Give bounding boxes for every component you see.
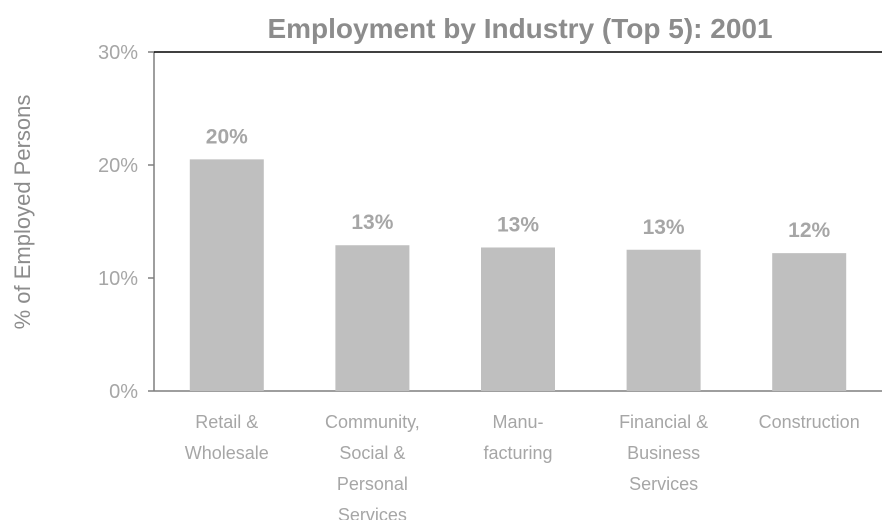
x-tick-label: Financial &	[619, 412, 708, 432]
y-tick-label: 10%	[98, 268, 138, 290]
x-tick-label: Business	[627, 443, 700, 463]
data-label: 13%	[643, 216, 685, 239]
bar	[626, 249, 701, 391]
data-label: 20%	[206, 125, 248, 148]
x-tick-label: Social &	[339, 443, 405, 463]
bar	[189, 159, 264, 391]
y-tick-label: 20%	[98, 155, 138, 177]
bar	[481, 247, 555, 391]
x-tick-label: Services	[629, 474, 698, 494]
bar	[335, 245, 410, 391]
x-tick-label: Construction	[759, 412, 860, 432]
y-tick-label: 30%	[98, 42, 138, 64]
data-label: 12%	[788, 219, 830, 242]
x-tick-label: Personal	[337, 474, 408, 494]
x-tick-label: facturing	[483, 443, 552, 463]
x-tick-label: Community,	[325, 412, 420, 432]
data-label: 13%	[351, 211, 393, 234]
bar	[772, 253, 847, 391]
plot-area: 0% 10% 20% 30% 20% Retail & Wholesale 13% Commun…	[98, 42, 882, 520]
data-label: 13%	[497, 213, 539, 236]
x-tick-label: Manu-	[492, 412, 543, 432]
y-axis-label: % of Employed Persons	[10, 95, 35, 330]
x-tick-label: Retail &	[195, 412, 258, 432]
x-tick-label: Services	[338, 505, 407, 520]
x-tick-label: Wholesale	[185, 443, 269, 463]
chart-title: Employment by Industry (Top 5): 2001	[267, 13, 772, 44]
y-tick-label: 0%	[109, 381, 138, 403]
